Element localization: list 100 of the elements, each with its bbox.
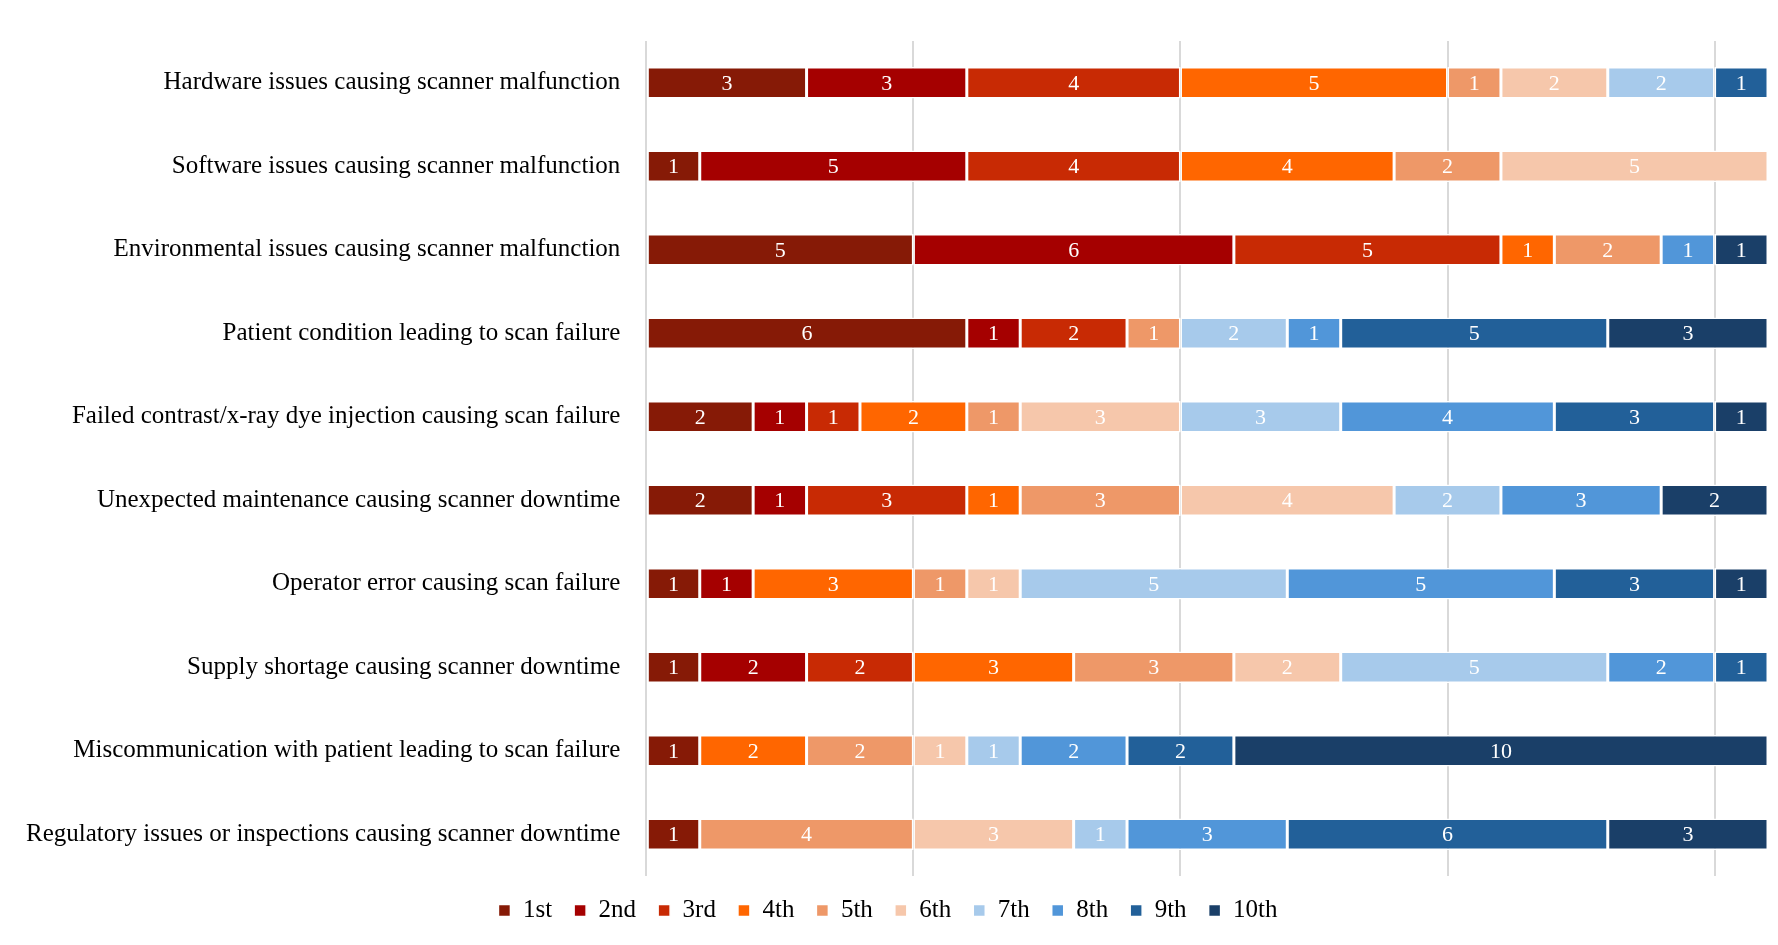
data-label: 5: [1148, 570, 1160, 596]
data-label: 2: [854, 654, 866, 680]
data-label: 2: [747, 654, 759, 680]
data-label: 2: [694, 487, 706, 513]
data-label: 1: [668, 570, 680, 596]
y-tick-label: Patient condition leading to scan failure: [222, 317, 621, 345]
data-label: 1: [774, 403, 786, 429]
data-label: 2: [1442, 153, 1454, 179]
legend-label: 8th: [1076, 895, 1109, 923]
data-label: 5: [774, 236, 786, 262]
data-label: 1: [1148, 320, 1160, 346]
data-label: 3: [988, 654, 1000, 680]
y-tick-label: Failed contrast/x-ray dye injection causing scan failure: [71, 401, 621, 429]
data-label: 2: [854, 737, 866, 763]
data-label: 1: [1735, 403, 1747, 429]
legend-label: 1st: [522, 895, 553, 923]
data-label: 1: [668, 737, 680, 763]
data-label: 1: [774, 487, 786, 513]
data-label: 3: [1201, 821, 1213, 847]
data-label: 5: [827, 153, 839, 179]
data-label: 3: [1682, 821, 1694, 847]
data-label: 4: [1068, 153, 1080, 179]
data-label: 1: [1094, 821, 1106, 847]
data-label: 6: [801, 320, 813, 346]
data-label: 1: [934, 737, 946, 763]
legend-label: 2nd: [598, 895, 637, 923]
y-tick-label: Unexpected maintenance causing scanner downtime: [96, 484, 621, 512]
data-label: 1: [827, 403, 839, 429]
data-label: 2: [1228, 320, 1240, 346]
data-label: 1: [988, 487, 1000, 513]
data-label: 1: [1308, 320, 1320, 346]
data-label: 2: [1548, 69, 1560, 95]
data-label: 5: [1308, 69, 1320, 95]
data-label: 3: [1148, 654, 1160, 680]
data-label: 1: [988, 320, 1000, 346]
legend-label: 3rd: [682, 895, 717, 923]
data-label: 1: [1735, 69, 1747, 95]
data-label: 1: [1522, 236, 1534, 262]
y-tick-label: Hardware issues causing scanner malfunction: [163, 67, 621, 95]
data-label: 1: [668, 654, 680, 680]
data-label: 5: [1415, 570, 1427, 596]
data-label: 3: [988, 821, 1000, 847]
y-tick-label: Regulatory issues or inspections causing scanner downtime: [26, 818, 621, 846]
data-label: 1: [720, 570, 732, 596]
data-label: 10: [1489, 737, 1512, 763]
legend-label: 5th: [840, 895, 874, 923]
data-label: 4: [1442, 403, 1454, 429]
data-label: 3: [1094, 487, 1106, 513]
data-label: 2: [1174, 737, 1186, 763]
data-label: 2: [1281, 654, 1293, 680]
legend-label: 4th: [762, 895, 795, 923]
y-tick-label: Software issues causing scanner malfunction: [171, 150, 621, 178]
y-tick-label: Operator error causing scan failure: [271, 568, 621, 596]
data-label: 4: [1281, 153, 1293, 179]
data-label: 1: [1735, 654, 1747, 680]
data-label: 2: [1709, 487, 1721, 513]
data-label: 3: [1628, 403, 1640, 429]
data-label: 6: [1442, 821, 1454, 847]
data-label: 5: [1628, 153, 1640, 179]
data-label: 2: [1655, 69, 1667, 95]
data-label: 1: [668, 153, 680, 179]
data-label: 1: [988, 570, 1000, 596]
data-label: 3: [1682, 320, 1694, 346]
data-label: 2: [747, 737, 759, 763]
legend-label: 7th: [997, 895, 1031, 923]
data-label: 1: [668, 821, 680, 847]
data-label: 3: [881, 69, 893, 95]
data-label: 4: [1068, 69, 1080, 95]
legend-label: 9th: [1154, 895, 1188, 923]
data-label: 5: [1468, 654, 1480, 680]
data-label: 3: [721, 69, 733, 95]
y-tick-label: Supply shortage causing scanner downtime: [187, 651, 621, 679]
legend-label: 6th: [919, 895, 952, 923]
data-label: 2: [1655, 654, 1667, 680]
data-label: 2: [1602, 236, 1614, 262]
data-label: 5: [1361, 236, 1373, 262]
data-label: 1: [1468, 69, 1480, 95]
data-label: 2: [694, 403, 706, 429]
data-label: 5: [1468, 320, 1480, 346]
data-label: 2: [1068, 737, 1080, 763]
data-label: 3: [881, 487, 893, 513]
data-label: 6: [1068, 236, 1080, 262]
data-label: 4: [1281, 487, 1293, 513]
data-label: 4: [801, 821, 813, 847]
data-label: 2: [907, 403, 919, 429]
data-label: 3: [1575, 487, 1587, 513]
data-label: 2: [1442, 487, 1454, 513]
data-label: 3: [1094, 403, 1106, 429]
data-label: 2: [1068, 320, 1080, 346]
y-tick-label: Environmental issues causing scanner malfunction: [113, 234, 621, 262]
y-tick-label: Miscommunication with patient leading to scan failure: [73, 735, 621, 763]
data-label: 1: [1735, 570, 1747, 596]
data-label: 3: [827, 570, 839, 596]
data-label: 1: [1682, 236, 1694, 262]
data-label: 1: [934, 570, 946, 596]
legend-label: 10th: [1233, 895, 1279, 923]
data-label: 3: [1255, 403, 1267, 429]
data-label: 3: [1628, 570, 1640, 596]
data-label: 1: [988, 403, 1000, 429]
data-label: 1: [1735, 236, 1747, 262]
